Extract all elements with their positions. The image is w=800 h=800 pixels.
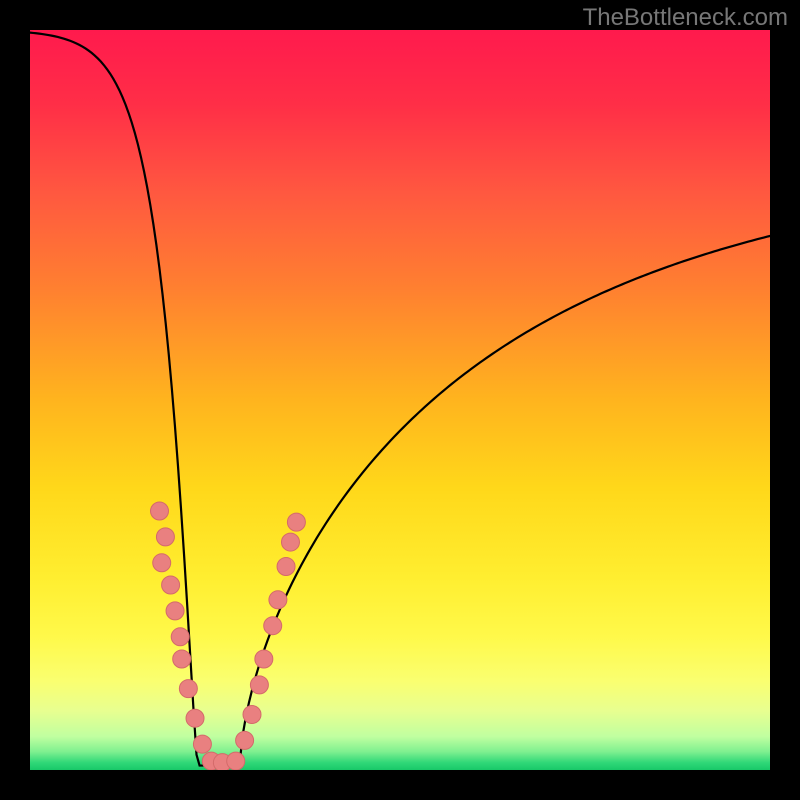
data-marker xyxy=(156,528,174,546)
plot-svg xyxy=(30,30,770,770)
data-marker xyxy=(186,709,204,727)
data-marker xyxy=(236,731,254,749)
data-marker xyxy=(250,676,268,694)
watermark-text: TheBottleneck.com xyxy=(583,4,788,32)
data-marker xyxy=(277,558,295,576)
data-marker xyxy=(153,554,171,572)
data-marker xyxy=(151,502,169,520)
data-marker xyxy=(243,706,261,724)
gradient-background xyxy=(30,30,770,770)
data-marker xyxy=(287,513,305,531)
chart-frame xyxy=(30,30,770,770)
data-marker xyxy=(193,735,211,753)
data-marker xyxy=(179,680,197,698)
data-marker xyxy=(173,650,191,668)
data-marker xyxy=(162,576,180,594)
data-marker xyxy=(171,628,189,646)
data-marker xyxy=(264,617,282,635)
plot-area xyxy=(30,30,770,770)
data-marker xyxy=(255,650,273,668)
data-marker xyxy=(269,591,287,609)
data-marker xyxy=(281,533,299,551)
data-marker xyxy=(166,602,184,620)
data-marker xyxy=(227,752,245,770)
